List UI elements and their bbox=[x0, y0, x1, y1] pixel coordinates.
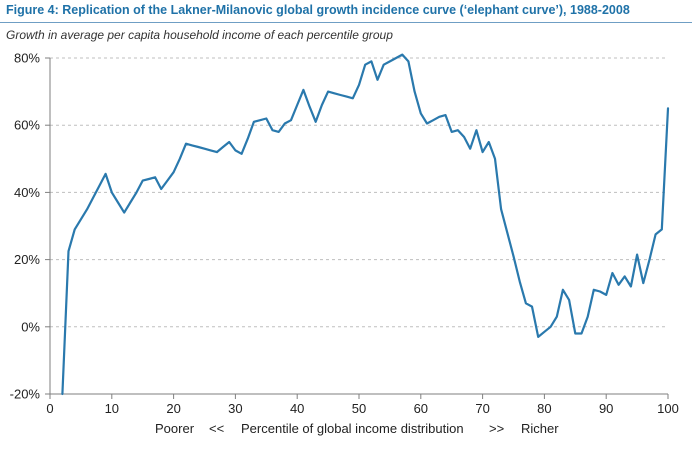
axes: -20% 0% 20% 40% 60% 80% 0 10 20 30 40 50 60 70 80 90 100 bbox=[10, 51, 679, 417]
x-tick-label-2: 20 bbox=[166, 401, 180, 416]
y-tick-label-1: 0% bbox=[21, 319, 40, 334]
y-tick-label-0: -20% bbox=[10, 387, 41, 402]
x-tick-label-9: 90 bbox=[599, 401, 613, 416]
series-line-0 bbox=[61, 53, 670, 396]
gridlines bbox=[50, 57, 668, 328]
series-layer bbox=[61, 53, 670, 396]
x-axis-label-right-arrows: >> bbox=[489, 421, 504, 436]
x-tick-label-1: 10 bbox=[105, 401, 119, 416]
x-tick-label-7: 70 bbox=[475, 401, 489, 416]
figure-title: Figure 4: Replication of the Lakner-Mila… bbox=[6, 3, 630, 17]
y-tick-label-2: 20% bbox=[14, 252, 40, 267]
x-axis-label: Poorer << Percentile of global income di… bbox=[155, 421, 559, 436]
y-tick-label-5: 80% bbox=[14, 51, 40, 66]
x-tick-label-6: 60 bbox=[414, 401, 428, 416]
x-axis-label-poorer: Poorer bbox=[155, 421, 195, 436]
x-tick-label-8: 80 bbox=[537, 401, 551, 416]
x-tick-label-4: 40 bbox=[290, 401, 304, 416]
y-tick-label-4: 60% bbox=[14, 118, 40, 133]
figure-subtitle: Growth in average per capita household i… bbox=[6, 28, 393, 42]
x-tick-label-10: 100 bbox=[657, 401, 679, 416]
x-axis-label-percentile: Percentile of global income distribution bbox=[241, 421, 464, 436]
x-tick-label-3: 30 bbox=[228, 401, 242, 416]
x-axis-label-left-arrows: << bbox=[209, 421, 224, 436]
title-divider bbox=[0, 22, 692, 23]
x-tick-label-5: 50 bbox=[352, 401, 366, 416]
x-tick-label-0: 0 bbox=[46, 401, 53, 416]
y-tick-label-3: 40% bbox=[14, 185, 40, 200]
x-axis-label-richer: Richer bbox=[521, 421, 559, 436]
